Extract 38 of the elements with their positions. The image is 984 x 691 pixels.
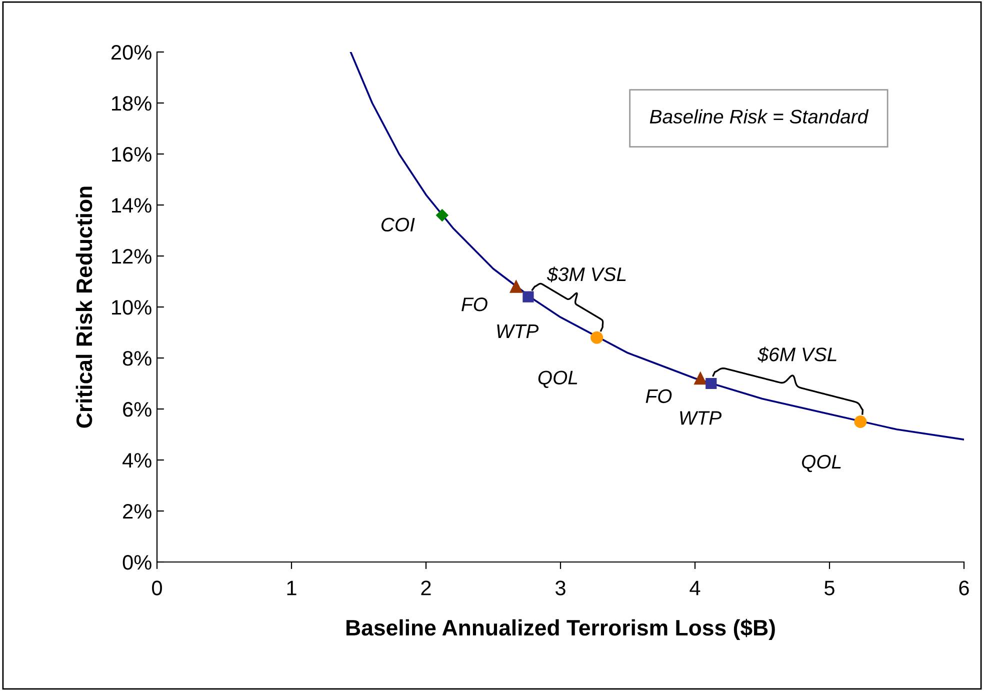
y-tick-label: 18% — [112, 96, 152, 111]
annotation: $6M VSL — [758, 346, 836, 362]
x-tick-label: 3 — [556, 580, 566, 596]
y-tick-label: 2% — [123, 504, 152, 519]
y-axis-title: Critical Risk Reduction — [76, 186, 92, 428]
point — [436, 209, 448, 222]
x-tick-label: 5 — [824, 580, 834, 596]
text: QOL — [538, 370, 578, 388]
x-tick-label: 6 — [959, 580, 969, 596]
y-tick-label: 20% — [111, 45, 152, 60]
annotation: $3M VSL — [546, 266, 626, 282]
line-series — [350, 52, 964, 441]
series-label: COI — [381, 218, 415, 232]
y-tick-label: 4% — [122, 453, 152, 468]
y-tick-label: 10% — [112, 300, 152, 315]
point — [694, 372, 707, 385]
y-tick-label: 14% — [112, 198, 152, 213]
point — [510, 280, 522, 293]
x-tick-label: 4 — [690, 580, 700, 596]
x-tick-label: 1 — [287, 580, 296, 596]
x-tick-label: 0 — [152, 580, 162, 596]
annotation: Baseline Risk = Standard — [650, 109, 869, 124]
y-tick-label: 8% — [122, 351, 152, 366]
text: WTP — [680, 411, 722, 425]
point — [854, 416, 867, 428]
x-axis-title: Baseline Annualized Terrorism Loss ($B) — [346, 618, 775, 640]
point — [706, 378, 717, 390]
text: FO — [646, 389, 672, 404]
point — [522, 291, 534, 302]
y-tick-label: 0% — [122, 555, 152, 570]
y-tick-label: 16% — [112, 147, 152, 162]
point — [590, 331, 604, 344]
y-tick-label: 12% — [112, 249, 152, 264]
y-tick-label: 6% — [123, 402, 152, 417]
series-label: FO — [462, 297, 488, 312]
x-tick-label: 2 — [421, 580, 431, 596]
series-label: WTP — [497, 324, 539, 338]
series-label: QOL — [802, 454, 841, 472]
